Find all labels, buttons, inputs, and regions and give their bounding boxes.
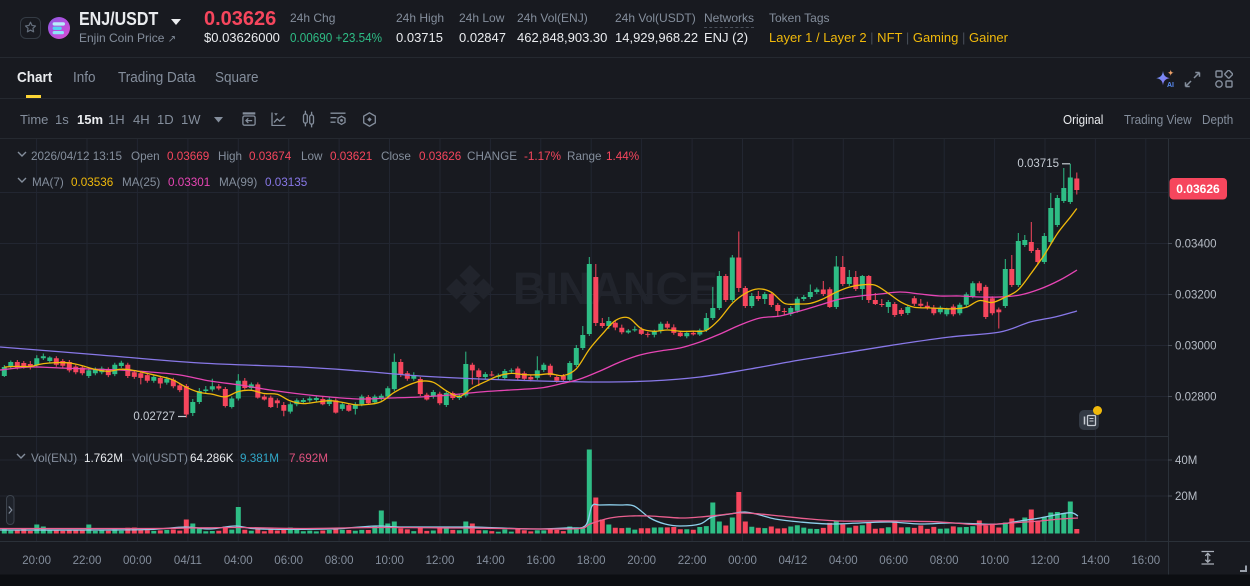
svg-text:22:00: 22:00	[678, 555, 707, 567]
svg-text:12:00: 12:00	[1031, 555, 1060, 567]
svg-text:0.02800: 0.02800	[1175, 392, 1217, 404]
svg-text:04/11: 04/11	[174, 555, 202, 567]
svg-text:BINANCE: BINANCE	[513, 263, 718, 314]
svg-text:00:00: 00:00	[123, 555, 152, 567]
svg-text:0.03200: 0.03200	[1175, 290, 1217, 302]
svg-text:0.03000: 0.03000	[1175, 341, 1217, 353]
svg-text:0.03715: 0.03715	[1017, 158, 1059, 170]
svg-text:MA(7): MA(7)	[32, 176, 64, 189]
svg-text:MA(99): MA(99)	[219, 176, 257, 189]
svg-text:06:00: 06:00	[879, 555, 908, 567]
svg-text:High: High	[218, 150, 242, 163]
svg-text:12:00: 12:00	[426, 555, 455, 567]
svg-text:20M: 20M	[1175, 491, 1197, 503]
svg-text:Close: Close	[381, 150, 411, 163]
svg-text:10:00: 10:00	[375, 555, 404, 567]
svg-text:10:00: 10:00	[980, 555, 1009, 567]
svg-text:Vol(ENJ): Vol(ENJ)	[31, 452, 77, 465]
svg-text:AI: AI	[1167, 82, 1174, 89]
svg-text:04:00: 04:00	[224, 555, 253, 567]
svg-text:Open: Open	[131, 150, 160, 163]
svg-text:0.03621: 0.03621	[330, 150, 372, 163]
svg-text:2026/04/12 13:15: 2026/04/12 13:15	[31, 150, 122, 163]
svg-text:40M: 40M	[1175, 455, 1197, 467]
svg-text:9.381M: 9.381M	[240, 452, 279, 465]
svg-text:0.02727: 0.02727	[133, 411, 175, 423]
svg-text:Range: Range	[567, 150, 601, 163]
svg-text:0.03301: 0.03301	[168, 176, 210, 189]
svg-text:0.03626: 0.03626	[1176, 182, 1220, 196]
svg-text:14:00: 14:00	[1081, 555, 1110, 567]
svg-text:Vol(USDT): Vol(USDT)	[132, 452, 188, 465]
svg-text:08:00: 08:00	[325, 555, 354, 567]
svg-text:0.03669: 0.03669	[167, 150, 209, 163]
svg-text:00:00: 00:00	[728, 555, 757, 567]
svg-text:1.762M: 1.762M	[84, 452, 123, 465]
svg-text:04/12: 04/12	[779, 555, 808, 567]
svg-text:0.03626: 0.03626	[419, 150, 461, 163]
svg-text:0.03400: 0.03400	[1175, 239, 1217, 251]
svg-text:04:00: 04:00	[829, 555, 858, 567]
svg-text:MA(25): MA(25)	[122, 176, 160, 189]
svg-text:0.03674: 0.03674	[249, 150, 292, 163]
svg-text:18:00: 18:00	[577, 555, 606, 567]
svg-text:08:00: 08:00	[930, 555, 959, 567]
svg-text:CHANGE: CHANGE	[467, 150, 517, 163]
svg-text:-1.17%: -1.17%	[524, 150, 561, 163]
svg-text:16:00: 16:00	[1131, 555, 1160, 567]
svg-text:1.44%: 1.44%	[606, 150, 639, 163]
svg-text:20:00: 20:00	[627, 555, 656, 567]
svg-text:0.03135: 0.03135	[265, 176, 308, 189]
svg-text:06:00: 06:00	[274, 555, 303, 567]
svg-text:7.692M: 7.692M	[289, 452, 328, 465]
svg-text:14:00: 14:00	[476, 555, 505, 567]
svg-text:0.03536: 0.03536	[71, 176, 113, 189]
svg-text:Low: Low	[301, 150, 323, 163]
svg-text:64.286K: 64.286K	[190, 452, 234, 465]
svg-text:22:00: 22:00	[73, 555, 102, 567]
svg-text:20:00: 20:00	[22, 555, 51, 567]
svg-text:16:00: 16:00	[526, 555, 555, 567]
